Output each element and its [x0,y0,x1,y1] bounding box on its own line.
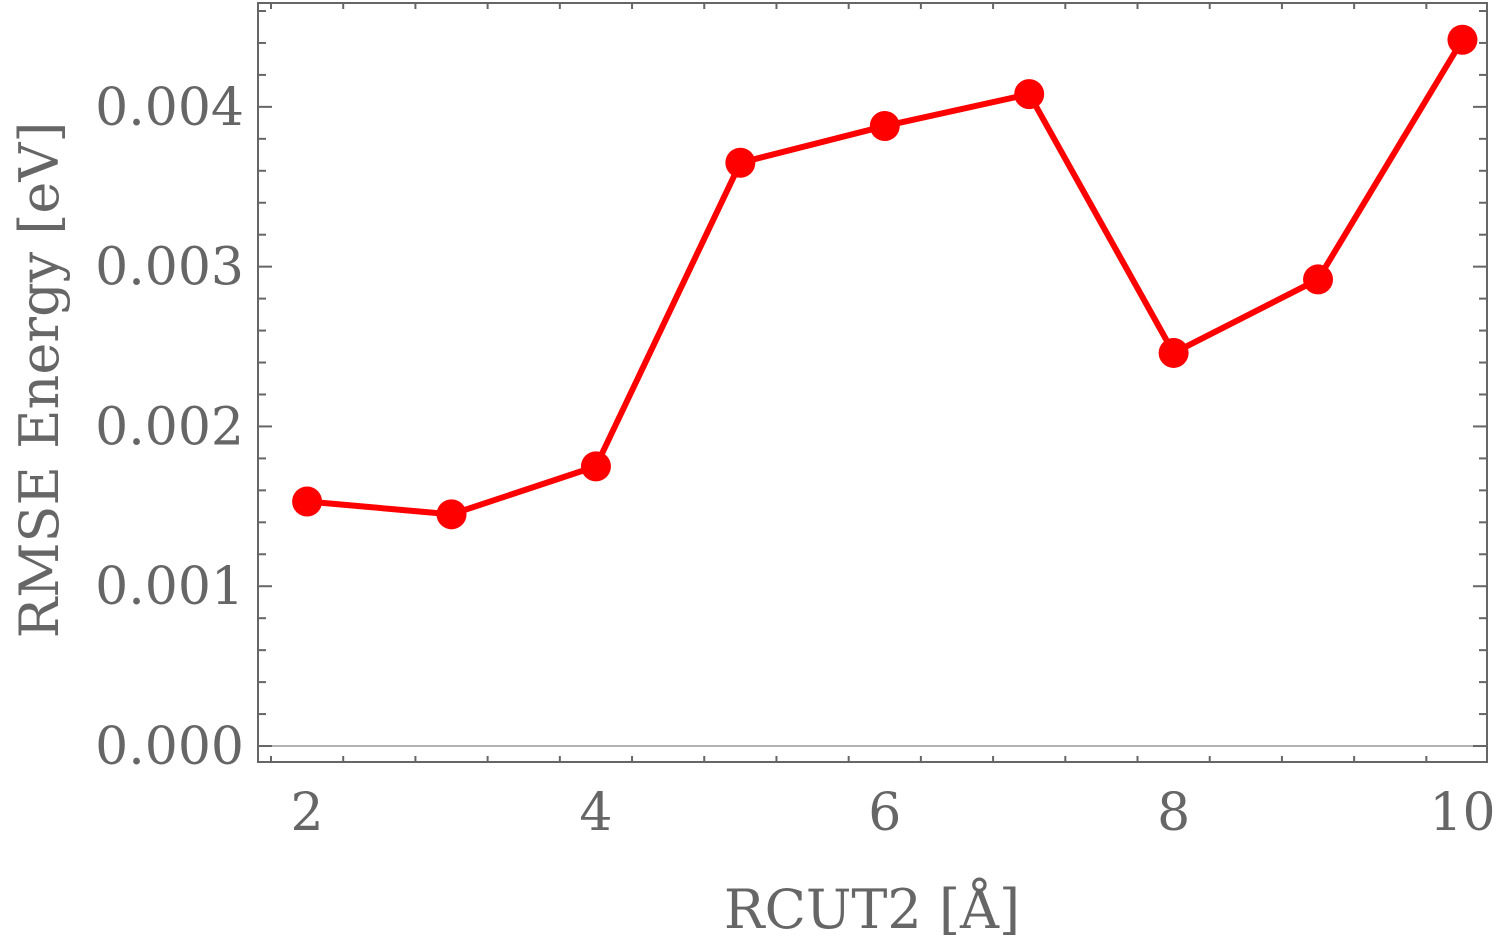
y-tick-label: 0.002 [95,397,244,457]
data-point [292,486,323,517]
data-point [1158,337,1189,368]
data-points [292,24,1478,530]
y-axis-label: RMSE Energy [eV] [8,122,71,639]
data-point [1303,264,1334,295]
plot-frame [257,2,1488,763]
data-point [1447,24,1478,55]
data-point [436,499,467,530]
x-tick-label: 4 [579,783,612,843]
y-tick-label: 0.000 [95,717,244,777]
x-tick-label: 2 [291,783,324,843]
y-tick-label: 0.001 [95,557,244,617]
x-tick-label: 6 [868,783,901,843]
data-point [580,451,611,482]
y-tick-label: 0.003 [95,238,244,298]
data-point [1014,79,1045,110]
data-point [725,147,756,178]
axis-ticks [258,3,1487,762]
series-line [306,38,1466,518]
y-tick-label: 0.004 [95,78,244,138]
x-tick-label: 8 [1157,783,1190,843]
data-point [869,111,900,142]
tick-labels: 2 4 6 8 10 0.000 0.001 0.002 0.003 0.004 [95,78,1495,843]
x-tick-label: 10 [1429,783,1495,843]
x-axis-label: RCUT2 [Å] [724,876,1020,941]
